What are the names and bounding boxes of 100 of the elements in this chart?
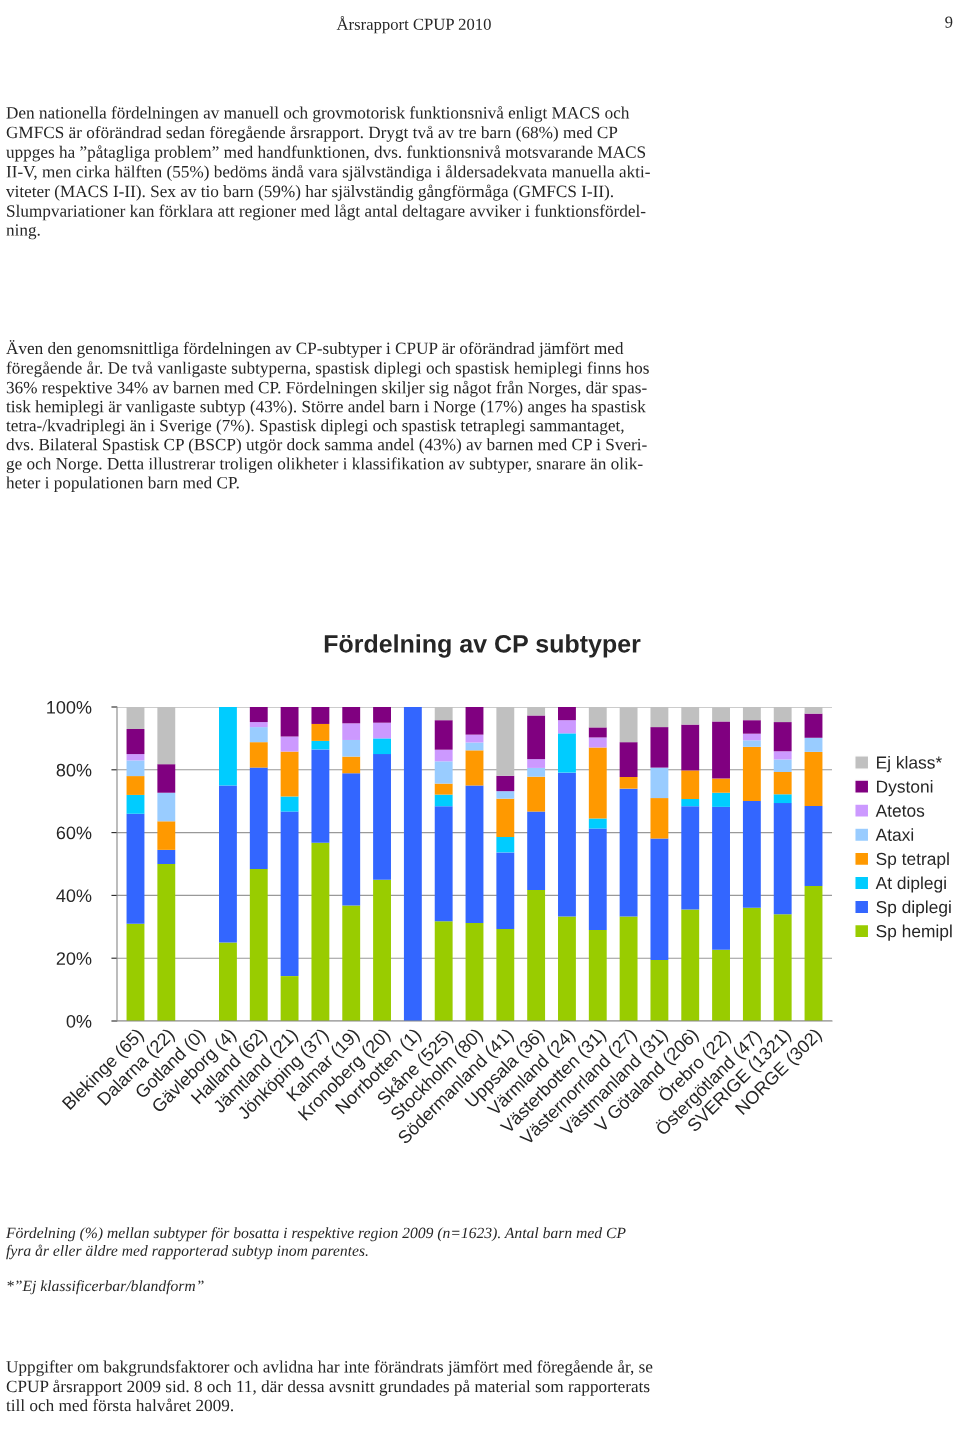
bar [311,749,330,843]
bar [126,776,145,795]
bar [588,747,607,819]
bar [434,806,453,922]
legend-label: At diplegi [875,876,946,893]
bar [434,921,453,1021]
bar [249,869,268,1021]
bar [681,770,700,799]
bar [773,794,792,804]
y-tick-label: 60% [56,826,92,840]
bar [650,707,669,728]
bar [496,791,515,799]
bar [773,722,792,752]
text: *”Ej klassificerbar/blandform” [7,1280,204,1295]
bar [588,828,607,930]
bar [619,777,638,789]
bar [126,794,145,814]
bar [126,754,145,761]
bar [249,767,268,870]
bar [219,785,237,943]
bar [588,929,607,1021]
bar [311,707,330,724]
bar [712,806,730,950]
bar [681,707,700,725]
bar [342,756,361,774]
bar [465,750,484,786]
bar [804,751,823,806]
bar [157,849,176,864]
bar [434,761,453,784]
bar [342,905,361,1021]
bar [311,723,330,741]
bar [280,811,299,977]
bar [465,742,484,751]
bar [434,720,453,750]
bar [588,818,607,829]
bar [311,740,330,750]
bar [249,727,268,743]
bar [681,799,700,807]
bar [126,728,145,755]
bar [219,942,237,1021]
bar [249,722,268,728]
bar [434,794,453,807]
bar [742,740,761,747]
bar [126,760,145,777]
text: 9 [945,16,953,28]
bar [496,852,515,929]
bar [342,723,361,740]
y-tick-label: 40% [56,889,92,903]
bar [249,707,268,723]
bar [157,821,176,850]
legend-label: Sp diplegi [876,900,951,917]
legend-label: Ej klass* [877,755,942,773]
bar [434,749,453,762]
bar [650,838,669,961]
bar [558,707,576,721]
bar [619,742,638,778]
bar [496,929,515,1021]
text: Årsrapport CPUP 2010 [336,16,491,34]
bar [588,737,607,748]
bar [681,806,700,910]
bar [712,778,730,793]
bar [465,923,484,1021]
bar [280,707,299,737]
bar [496,707,515,776]
bar [434,783,453,795]
bar [157,864,176,1021]
bar [773,803,792,915]
text: Fördelning (%) mellan subtyper för bosatta i respektive region 2009 (n=1623). Antal barn med CP fyra år eller äldre med rapporterad subtyp inom parentes. [5,1227,626,1260]
bar [342,773,361,906]
bar [558,916,576,1021]
bar [650,727,669,768]
bar [342,739,361,757]
bar [126,813,145,924]
bar [527,776,546,812]
bar [465,785,484,924]
bar [650,767,669,799]
bar [804,713,823,738]
bar [588,727,607,738]
bar [157,707,176,765]
bar [804,707,823,714]
bar [280,976,299,1021]
legend-label: Sp tetrapl [876,852,949,869]
bar [773,759,792,772]
bar [280,736,299,752]
bar [742,746,761,801]
text: Uppgifter om bakgrundsfaktorer och avlidna har inte förändrats jämfört med föregående år, se CPUP årsrapport 2009 sid. 8 och 11, där dessa avsnitt grundades på material som rapporterats till och med första halvåret 2009. [6,1360,653,1412]
bar [681,909,700,1021]
bar [126,923,145,1021]
bar [403,707,422,1021]
bar [773,772,792,795]
bar [712,949,730,1021]
bar [249,742,268,768]
bar [804,885,823,1021]
bar [373,738,391,755]
bar [742,707,761,721]
bar [773,707,792,723]
bar [712,721,730,779]
legend-label: Ataxi [875,828,914,841]
bar [650,960,669,1021]
text: Den nationella fördelningen av manuell och grovmotorisk funktionsnivå enligt MACS och GMFCS är oförändrad sedan föregående årsrapport. Drygt två av tre barn (68%) med CP uppges ha ”påtagliga problem” med handfunktionen, dvs. funktionsnivå motsvarande MACS II-V, men cirka hälften (55%) bedöms ändå vara självständiga i åldersadekvata manuella akti- viteter (MACS I-II). Sex av tio barn (59%) har självständig gångförmåga (GMFCS I-II). Slumpvariationer kan förklara att regioner med lågt antal deltagare avviker i funktionsfördel- ning. [6,106,650,240]
